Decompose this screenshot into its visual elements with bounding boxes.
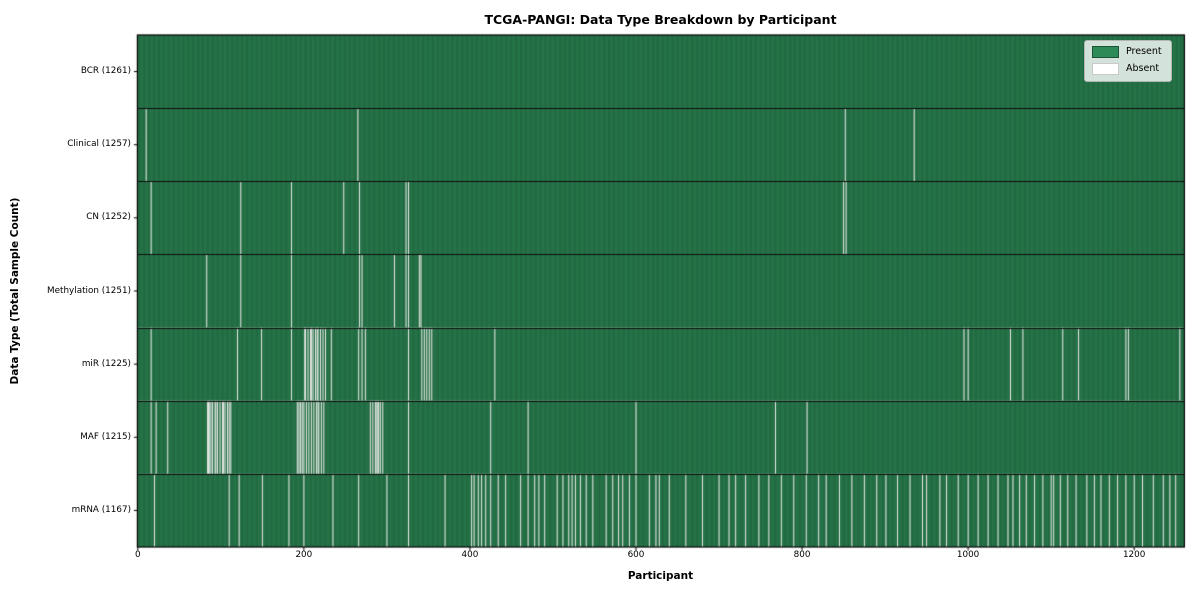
present-swatch-icon	[1092, 46, 1119, 58]
x-tick-label: 800	[793, 550, 811, 560]
chart-title: TCGA-PANGI: Data Type Breakdown by Parti…	[484, 12, 837, 27]
y-tick-label-mir: miR (1225)	[81, 358, 131, 369]
legend-label-absent: Absent	[1126, 63, 1160, 75]
y-tick-label-mrna: mRNA (1167)	[71, 504, 131, 515]
x-tick-label: 600	[627, 550, 645, 560]
x-tick-label: 400	[461, 550, 479, 560]
x-tick-label: 1200	[1122, 550, 1146, 560]
legend: Present Absent	[1084, 40, 1172, 82]
y-tick-label-clinical: Clinical (1257)	[67, 139, 131, 150]
x-tick-label: 200	[295, 550, 313, 560]
x-tick-label: 1000	[956, 550, 980, 560]
y-axis-label-text: Data Type (Total Sample Count)	[9, 197, 21, 385]
legend-item-absent: Absent	[1092, 63, 1162, 75]
legend-label-present: Present	[1126, 46, 1162, 58]
y-tick-label-maf: MAF (1215)	[80, 431, 131, 442]
absent-swatch-icon	[1092, 63, 1119, 75]
x-tick-label: 0	[135, 550, 141, 560]
legend-item-present: Present	[1092, 46, 1162, 58]
x-axis-label: Participant	[627, 570, 694, 582]
y-tick-label-cn: CN (1252)	[86, 212, 131, 223]
y-tick-label-bcr: BCR (1261)	[80, 66, 131, 77]
y-tick-label-methylation: Methylation (1251)	[47, 285, 131, 296]
